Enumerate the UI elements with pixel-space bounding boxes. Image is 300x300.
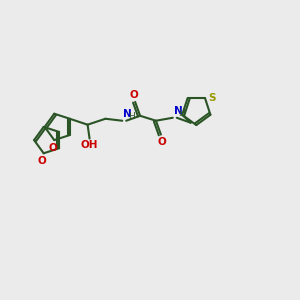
Text: N: N — [123, 109, 132, 119]
Text: O: O — [130, 90, 139, 100]
Text: O: O — [37, 156, 46, 166]
Text: OH: OH — [81, 140, 98, 150]
Text: H: H — [178, 109, 185, 118]
Text: H: H — [128, 112, 134, 121]
Text: S: S — [208, 93, 215, 103]
Text: N: N — [174, 106, 182, 116]
Text: O: O — [49, 143, 58, 153]
Text: O: O — [158, 136, 166, 147]
